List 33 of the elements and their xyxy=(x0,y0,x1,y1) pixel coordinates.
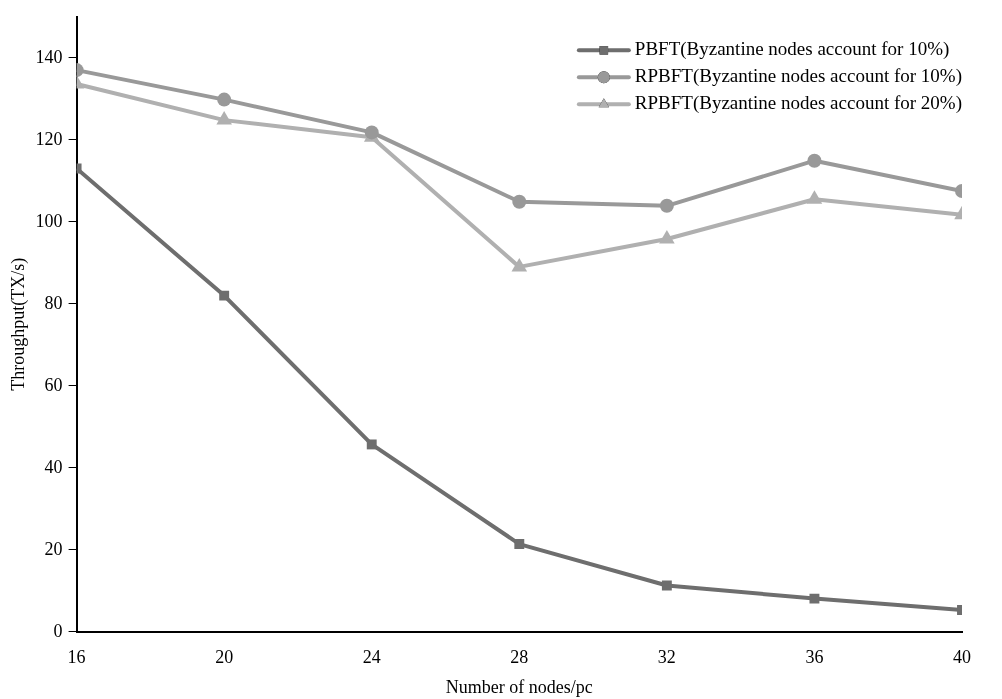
y-tick-label: 20 xyxy=(44,538,63,559)
legend-label: RPBFT(Byzantine nodes account for 10%) xyxy=(634,65,962,88)
point xyxy=(366,439,377,450)
x-tick-label: 16 xyxy=(67,647,86,668)
y-tick-label: 0 xyxy=(53,620,63,641)
legend-label: PBFT(Byzantine nodes account for 10%) xyxy=(634,38,950,61)
y-tick-label: 100 xyxy=(35,210,63,231)
x-tick-label: 32 xyxy=(657,647,676,668)
point xyxy=(512,194,527,209)
y-tick-label: 40 xyxy=(44,456,63,477)
point xyxy=(659,230,675,244)
point xyxy=(806,190,823,204)
legend-label: RPBFT(Byzantine nodes account for 20%) xyxy=(634,92,962,115)
point xyxy=(219,290,230,301)
y-tick-label: 80 xyxy=(44,292,63,313)
x-tick-label: 36 xyxy=(805,647,824,668)
point xyxy=(807,153,822,168)
y-tick-label: 120 xyxy=(35,128,63,149)
point xyxy=(809,593,820,604)
y-tick-label: 60 xyxy=(44,374,63,395)
point xyxy=(511,257,528,272)
x-tick-label: 20 xyxy=(215,647,234,668)
x-tick-label: 28 xyxy=(510,647,529,668)
y-axis-title: Throughput(TX/s) xyxy=(7,257,29,391)
point xyxy=(514,539,525,550)
point xyxy=(217,92,232,107)
point xyxy=(216,111,232,125)
x-tick-label: 24 xyxy=(362,647,381,668)
x-tick-label: 40 xyxy=(953,647,971,668)
point xyxy=(661,580,672,591)
point xyxy=(659,198,674,213)
x-axis-title: Number of nodes/pc xyxy=(445,676,593,697)
y-tick-label: 140 xyxy=(35,46,63,67)
